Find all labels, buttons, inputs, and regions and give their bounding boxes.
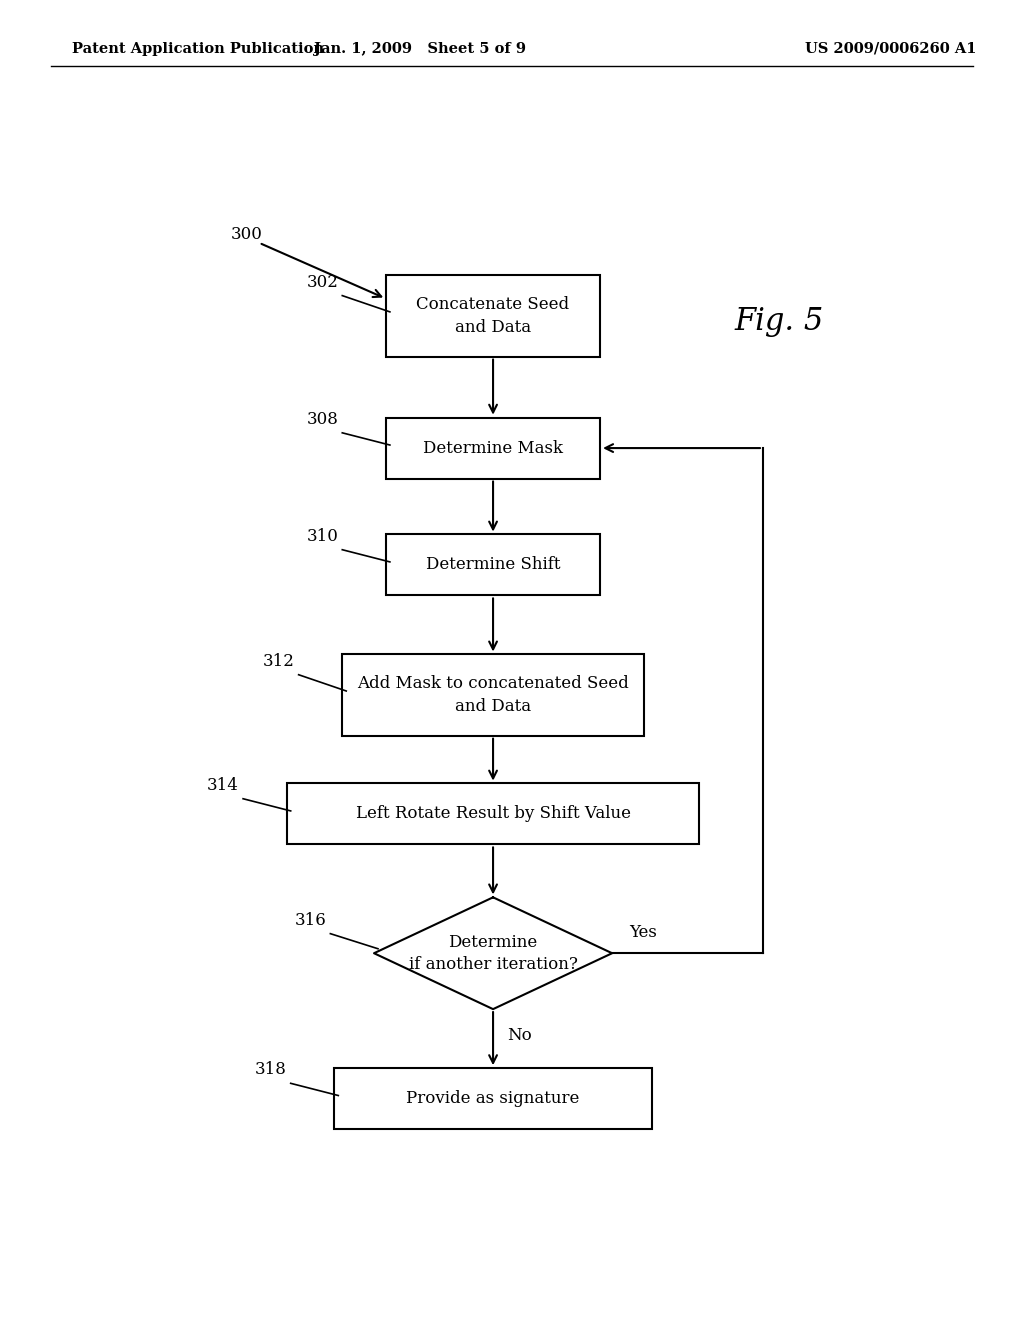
Bar [334,1068,652,1129]
Bar [386,276,600,356]
Polygon shape [374,898,612,1008]
Bar [386,535,600,595]
Text: Left Rotate Result by Shift Value: Left Rotate Result by Shift Value [355,805,631,822]
Text: Determine Shift: Determine Shift [426,557,560,573]
Text: No: No [507,1027,532,1044]
Text: Yes: Yes [630,924,657,941]
Text: Concatenate Seed
and Data: Concatenate Seed and Data [417,297,569,335]
Text: Determine
if another iteration?: Determine if another iteration? [409,933,578,973]
Text: Fig. 5: Fig. 5 [734,305,823,337]
Text: Patent Application Publication: Patent Application Publication [72,42,324,55]
Text: Jan. 1, 2009   Sheet 5 of 9: Jan. 1, 2009 Sheet 5 of 9 [313,42,526,55]
Text: 314: 314 [207,776,240,793]
Text: US 2009/0006260 A1: US 2009/0006260 A1 [805,42,977,55]
Text: 312: 312 [263,652,295,669]
Text: 310: 310 [306,528,338,545]
Text: 318: 318 [255,1061,287,1078]
Bar [386,417,600,479]
Text: Provide as signature: Provide as signature [407,1090,580,1107]
Text: Determine Mask: Determine Mask [423,440,563,457]
Text: 302: 302 [306,273,338,290]
Bar [287,784,699,845]
Text: 308: 308 [306,411,338,428]
Bar [342,655,644,735]
Text: 316: 316 [295,912,327,928]
Text: 300: 300 [231,226,263,243]
Text: Add Mask to concatenated Seed
and Data: Add Mask to concatenated Seed and Data [357,676,629,714]
